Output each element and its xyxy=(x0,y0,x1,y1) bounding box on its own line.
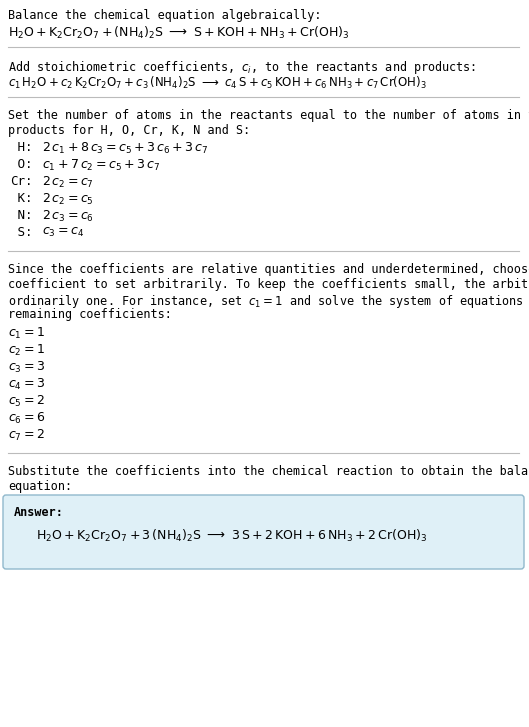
Text: H:: H: xyxy=(10,141,32,154)
Text: equation:: equation: xyxy=(8,480,72,493)
FancyBboxPatch shape xyxy=(3,495,524,569)
Text: Cr:: Cr: xyxy=(10,175,32,188)
Text: $2\,c_1 + 8\,c_3 = c_5 + 3\,c_6 + 3\,c_7$: $2\,c_1 + 8\,c_3 = c_5 + 3\,c_6 + 3\,c_7… xyxy=(42,141,208,156)
Text: coefficient to set arbitrarily. To keep the coefficients small, the arbitrary va: coefficient to set arbitrarily. To keep … xyxy=(8,278,529,291)
Text: Substitute the coefficients into the chemical reaction to obtain the balanced: Substitute the coefficients into the che… xyxy=(8,465,529,478)
Text: products for H, O, Cr, K, N and S:: products for H, O, Cr, K, N and S: xyxy=(8,124,250,137)
Text: $2\,c_2 = c_7$: $2\,c_2 = c_7$ xyxy=(42,175,94,190)
Text: N:: N: xyxy=(10,209,32,222)
Text: $2\,c_3 = c_6$: $2\,c_3 = c_6$ xyxy=(42,209,94,224)
Text: Balance the chemical equation algebraically:: Balance the chemical equation algebraica… xyxy=(8,9,322,22)
Text: Add stoichiometric coefficients, $c_i$, to the reactants and products:: Add stoichiometric coefficients, $c_i$, … xyxy=(8,59,476,76)
Text: O:: O: xyxy=(10,158,32,171)
Text: Set the number of atoms in the reactants equal to the number of atoms in the: Set the number of atoms in the reactants… xyxy=(8,109,529,122)
Text: $2\,c_2 = c_5$: $2\,c_2 = c_5$ xyxy=(42,192,94,207)
Text: $c_6 = 6$: $c_6 = 6$ xyxy=(8,411,45,426)
Text: Since the coefficients are relative quantities and underdetermined, choose a: Since the coefficients are relative quan… xyxy=(8,263,529,276)
Text: K:: K: xyxy=(10,192,32,205)
Text: $c_2 = 1$: $c_2 = 1$ xyxy=(8,343,45,358)
Text: $c_1 + 7\,c_2 = c_5 + 3\,c_7$: $c_1 + 7\,c_2 = c_5 + 3\,c_7$ xyxy=(42,158,160,173)
Text: $c_3 = 3$: $c_3 = 3$ xyxy=(8,360,45,375)
Text: remaining coefficients:: remaining coefficients: xyxy=(8,308,172,321)
Text: $c_5 = 2$: $c_5 = 2$ xyxy=(8,394,45,409)
Text: $c_3 = c_4$: $c_3 = c_4$ xyxy=(42,226,84,239)
Text: $\mathrm{H_2O + K_2Cr_2O_7 + (NH_4)_2S \ \longrightarrow \ S + KOH + NH_3 + Cr(O: $\mathrm{H_2O + K_2Cr_2O_7 + (NH_4)_2S \… xyxy=(8,25,350,41)
Text: ordinarily one. For instance, set $c_1 = 1$ and solve the system of equations fo: ordinarily one. For instance, set $c_1 =… xyxy=(8,293,529,310)
Text: Answer:: Answer: xyxy=(14,506,64,519)
Text: $c_1\,\mathrm{H_2O} + c_2\,\mathrm{K_2Cr_2O_7} + c_3\,\mathrm{(NH_4)_2S}\ \longr: $c_1\,\mathrm{H_2O} + c_2\,\mathrm{K_2Cr… xyxy=(8,75,427,91)
Text: $c_7 = 2$: $c_7 = 2$ xyxy=(8,428,45,443)
Text: $\mathrm{H_2O + K_2Cr_2O_7 + 3\,(NH_4)_2S \ \longrightarrow \ 3\,S + 2\,KOH + 6\: $\mathrm{H_2O + K_2Cr_2O_7 + 3\,(NH_4)_2… xyxy=(36,528,427,544)
Text: $c_1 = 1$: $c_1 = 1$ xyxy=(8,326,45,341)
Text: S:: S: xyxy=(10,226,32,239)
Text: $c_4 = 3$: $c_4 = 3$ xyxy=(8,377,45,392)
